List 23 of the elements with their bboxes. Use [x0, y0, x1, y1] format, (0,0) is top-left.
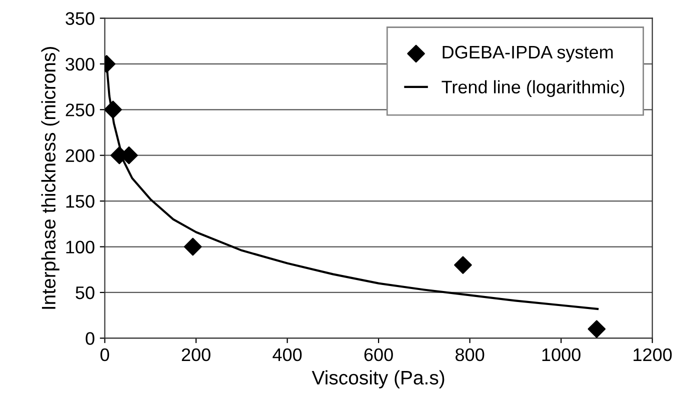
y-tick-label: 300 [66, 58, 94, 71]
y-tick-label: 0 [86, 332, 94, 345]
x-tick-label: 800 [456, 348, 484, 362]
x-tick-label: 1200 [634, 348, 672, 362]
y-tick-label: 150 [66, 194, 94, 208]
point [454, 256, 472, 274]
legend-label: DGEBA-IPDA system [442, 46, 613, 62]
y-axis-title: Interphase thickness (microns) [41, 47, 60, 309]
y-tick-label: 50 [76, 286, 94, 300]
x-tick-label: 1000 [542, 348, 580, 362]
x-tick-label: 0 [100, 348, 110, 362]
y-tick-label: 200 [66, 149, 94, 162]
y-tick-label: 250 [66, 104, 94, 116]
point [588, 320, 606, 338]
x-tick-label: 600 [364, 348, 393, 362]
y-tick-label: 100 [66, 240, 94, 254]
x-tick-label: 200 [182, 348, 210, 362]
x-tick-label: 400 [272, 348, 302, 362]
legend-label: Trend line (logarithmic) [442, 80, 624, 98]
x-axis-title: Viscosity (Pa.s) [312, 370, 444, 388]
y-tick-label: 350 [66, 12, 94, 25]
point [104, 100, 122, 119]
point [184, 238, 202, 256]
